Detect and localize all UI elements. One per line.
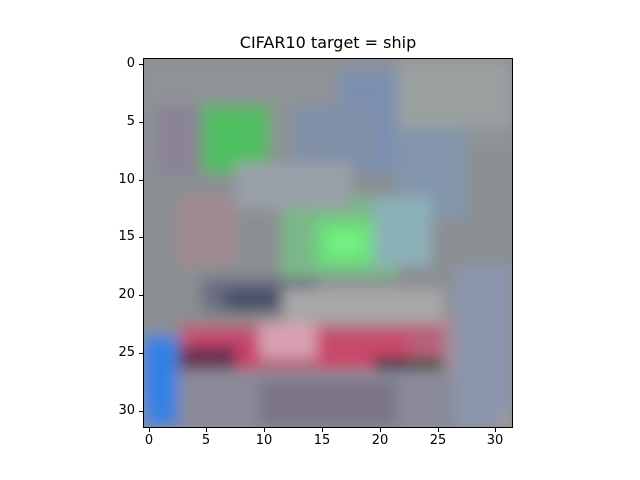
y-tick-mark-30 [139, 411, 143, 412]
dark-band-2 [224, 289, 282, 312]
lower-water-mid [259, 381, 397, 427]
pink-hull [259, 323, 317, 358]
pink-left [178, 197, 236, 266]
corner-pixel [500, 415, 512, 427]
x-tick-10: 10 [255, 433, 273, 448]
y-tick-mark-20 [139, 295, 143, 296]
green-upper-core [213, 116, 259, 163]
y-tick-mark-10 [139, 180, 143, 181]
y-tick-mark-5 [139, 122, 143, 123]
figure-title: CIFAR10 target = ship [239, 33, 417, 52]
blue-water-core [144, 346, 167, 404]
x-tick-15: 15 [313, 433, 331, 448]
x-tick-20: 20 [371, 433, 389, 448]
x-tick-mark-15 [322, 428, 323, 432]
y-tick-30: 30 [118, 403, 135, 418]
teal-right [374, 197, 432, 266]
olive-hull [408, 358, 443, 370]
x-tick-30: 30 [486, 433, 504, 448]
y-tick-10: 10 [118, 172, 135, 187]
light-rim [282, 289, 443, 324]
dark-hull [178, 346, 236, 370]
y-tick-15: 15 [118, 229, 135, 244]
x-tick-mark-5 [206, 428, 207, 432]
y-tick-mark-25 [139, 353, 143, 354]
x-tick-0: 0 [144, 433, 154, 448]
sky-right [397, 59, 512, 128]
cifar-image [144, 59, 512, 427]
light-mid [236, 162, 351, 209]
x-tick-mark-10 [264, 428, 265, 432]
y-tick-mark-15 [139, 237, 143, 238]
green-bright-core [328, 231, 363, 255]
y-tick-5: 5 [126, 114, 135, 129]
y-tick-mark-0 [139, 64, 143, 65]
x-tick-mark-0 [149, 428, 150, 432]
y-tick-0: 0 [126, 56, 135, 71]
x-tick-mark-25 [438, 428, 439, 432]
lower-right [454, 266, 512, 427]
x-tick-5: 5 [201, 433, 211, 448]
y-tick-25: 25 [118, 345, 135, 360]
x-tick-mark-30 [495, 428, 496, 432]
x-tick-25: 25 [429, 433, 447, 448]
x-tick-mark-20 [380, 428, 381, 432]
image-canvas [143, 58, 513, 428]
y-tick-20: 20 [118, 287, 135, 302]
